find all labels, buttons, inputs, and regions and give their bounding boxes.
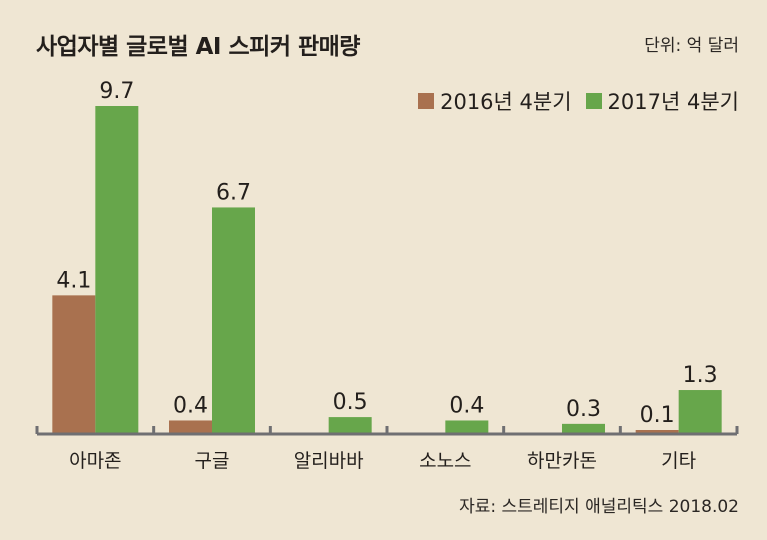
legend-label-2016: 2016년 4분기 [440,90,572,114]
bar-2017-1 [212,207,255,434]
bar-2017-3 [445,420,489,434]
value-label-2016-1: 0.4 [173,393,208,418]
value-label-2017-3: 0.4 [449,393,484,418]
unit-label: 단위: 억 달러 [644,36,739,56]
category-label-4: 하만카돈 [527,450,597,472]
legend-swatch-2017 [585,93,602,109]
legend-label-2017: 2017년 4분기 [607,90,739,114]
category-label-2: 알리바바 [294,450,364,472]
value-label-2017-4: 0.3 [566,397,601,422]
category-label-5: 기타 [661,450,696,472]
value-label-2016-5: 0.1 [640,403,675,428]
chart-title: 사업자별 글로벌 AI 스피커 판매량 [36,34,360,60]
legend-swatch-2016 [418,93,435,109]
value-label-2017-0: 9.7 [99,79,134,104]
value-label-2017-5: 1.3 [683,363,718,388]
bar-2017-2 [328,417,372,434]
legend-item-2017: 2017년 4분기 [585,86,739,116]
legend: 2016년 4분기 2017년 4분기 [418,86,739,116]
bar-2017-0 [95,106,139,434]
value-label-2017-2: 0.5 [333,390,368,415]
bar-2017-4 [562,423,605,434]
value-label-2017-1: 6.7 [216,180,251,205]
value-label-2016-0: 4.1 [56,268,91,293]
category-label-1: 구글 [195,450,230,472]
bar-2017-5 [678,390,722,434]
category-label-0: 아마존 [69,450,121,472]
bar-2016-0 [52,295,96,434]
bar-2016-1 [169,420,212,434]
bar-2016-5 [635,430,679,434]
source-note: 자료: 스트레티지 애널리틱스 2018.02 [459,497,739,517]
legend-item-2016: 2016년 4분기 [418,86,572,116]
category-label-3: 소노스 [419,450,471,472]
